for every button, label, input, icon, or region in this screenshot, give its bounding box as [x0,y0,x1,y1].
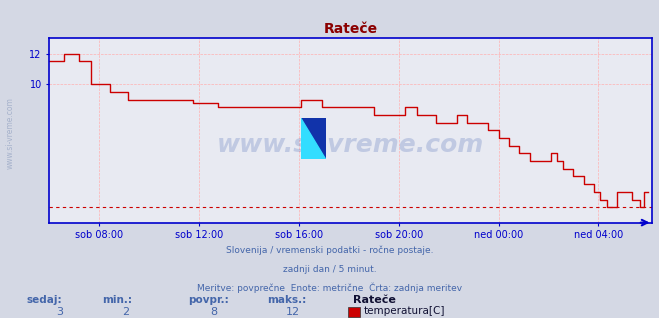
Polygon shape [301,118,326,159]
Text: min.:: min.: [102,295,132,305]
Text: www.si-vreme.com: www.si-vreme.com [217,133,484,157]
Bar [313,118,326,159]
Text: 12: 12 [286,307,301,317]
Text: Slovenija / vremenski podatki - ročne postaje.: Slovenija / vremenski podatki - ročne po… [226,245,433,255]
Text: 8: 8 [211,307,217,317]
Text: 2: 2 [122,307,129,317]
Title: Rateče: Rateče [324,22,378,36]
Text: Rateče: Rateče [353,295,395,305]
Text: maks.:: maks.: [267,295,306,305]
Text: 3: 3 [56,307,63,317]
Text: www.si-vreme.com: www.si-vreme.com [5,98,14,169]
Polygon shape [301,118,326,159]
Text: povpr.:: povpr.: [188,295,229,305]
Text: temperatura[C]: temperatura[C] [364,306,445,315]
Text: Meritve: povprečne  Enote: metrične  Črta: zadnja meritev: Meritve: povprečne Enote: metrične Črta:… [197,282,462,293]
Text: sedaj:: sedaj: [26,295,62,305]
Bar [301,118,313,159]
Text: zadnji dan / 5 minut.: zadnji dan / 5 minut. [283,265,376,274]
